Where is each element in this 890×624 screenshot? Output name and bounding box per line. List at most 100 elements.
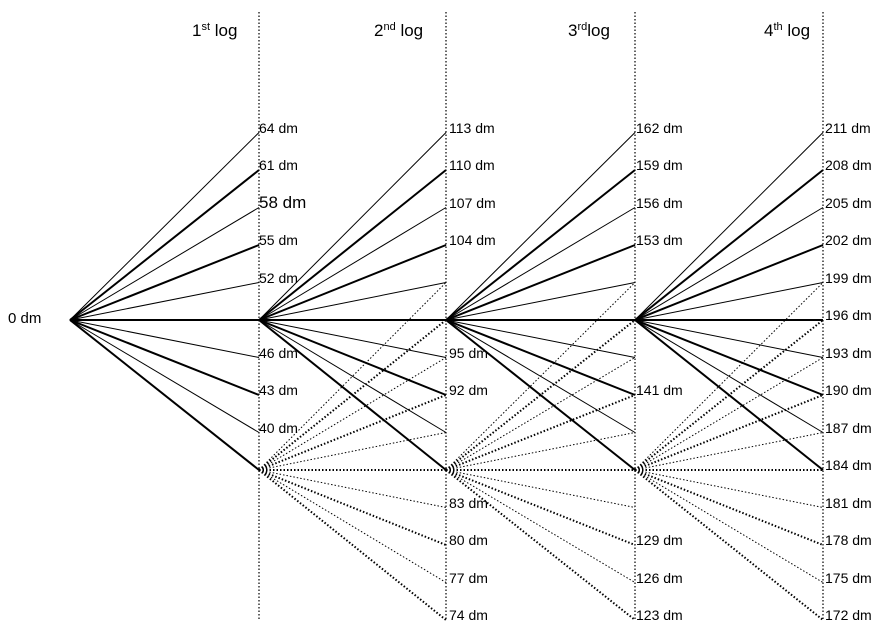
branch-line-dotted bbox=[258, 319, 447, 471]
branch-line bbox=[445, 207, 636, 321]
length-label: 61 dm bbox=[259, 157, 298, 173]
branch-line bbox=[258, 282, 447, 321]
branch-line bbox=[634, 132, 824, 321]
branch-line-dotted bbox=[258, 357, 447, 471]
header-log-3: 3rdlog bbox=[568, 21, 610, 40]
length-label: 141 dm bbox=[636, 382, 683, 398]
branch-line-dotted bbox=[445, 394, 636, 471]
length-label: 196 dm bbox=[825, 307, 872, 323]
header-log-1: 1st log bbox=[192, 21, 237, 40]
length-label: 129 dm bbox=[636, 532, 683, 548]
branch-line bbox=[69, 132, 260, 321]
length-label: 64 dm bbox=[259, 120, 298, 136]
log1-labels: 64 dm 61 dm 58 dm 55 dm 52 dm 46 dm 43 d… bbox=[259, 120, 306, 436]
branch-line-dotted bbox=[258, 432, 447, 471]
branch-line bbox=[634, 282, 824, 321]
length-label: 40 dm bbox=[259, 420, 298, 436]
length-label: 77 dm bbox=[449, 570, 488, 586]
branch-line-dotted bbox=[445, 469, 636, 583]
branch-line bbox=[258, 319, 447, 358]
length-label: 190 dm bbox=[825, 382, 872, 398]
branch-line-dotted bbox=[258, 469, 447, 621]
length-label: 159 dm bbox=[636, 157, 683, 173]
branch-line bbox=[445, 169, 636, 321]
branch-line bbox=[69, 169, 260, 321]
length-label: 211 dm bbox=[825, 120, 871, 136]
branch-line bbox=[69, 319, 260, 471]
branch-line-dotted bbox=[634, 469, 824, 508]
length-label: 178 dm bbox=[825, 532, 872, 548]
branch-line bbox=[634, 207, 824, 321]
branch-line-dotted bbox=[634, 319, 824, 471]
branch-line bbox=[258, 319, 447, 396]
branch-line bbox=[445, 319, 636, 396]
branch-line-dotted bbox=[258, 469, 447, 583]
branch-line-dotted bbox=[445, 357, 636, 471]
branch-line-dotted bbox=[445, 469, 636, 508]
length-label: 193 dm bbox=[825, 345, 872, 361]
length-label: 92 dm bbox=[449, 382, 488, 398]
branch-line bbox=[634, 319, 824, 396]
length-label: 43 dm bbox=[259, 382, 298, 398]
branch-line bbox=[69, 244, 260, 321]
length-label: 181 dm bbox=[825, 495, 872, 511]
length-label: 162 dm bbox=[636, 120, 683, 136]
length-label: 175 dm bbox=[825, 570, 872, 586]
tree-lines bbox=[69, 12, 824, 621]
branch-line-dotted bbox=[634, 394, 824, 471]
branch-line bbox=[634, 319, 824, 433]
branch-line bbox=[69, 319, 260, 358]
branch-line bbox=[69, 319, 260, 433]
length-label: 80 dm bbox=[449, 532, 488, 548]
branch-line bbox=[69, 319, 260, 396]
branch-line-dotted bbox=[258, 469, 447, 546]
length-label: 55 dm bbox=[259, 232, 298, 248]
branch-line bbox=[258, 207, 447, 321]
length-label: 208 dm bbox=[825, 157, 872, 173]
root-length-label: 0 dm bbox=[8, 310, 41, 327]
length-label: 202 dm bbox=[825, 232, 872, 248]
branch-line bbox=[445, 282, 636, 321]
log3-labels: 162 dm 159 dm 156 dm 153 dm 141 dm 129 d… bbox=[636, 120, 683, 623]
length-label: 153 dm bbox=[636, 232, 683, 248]
length-label: 113 dm bbox=[449, 120, 495, 136]
branch-line bbox=[634, 244, 824, 321]
length-label: 110 dm bbox=[449, 157, 495, 173]
length-label: 172 dm bbox=[825, 607, 872, 623]
branch-line bbox=[69, 207, 260, 321]
header-log-2: 2nd log bbox=[374, 21, 423, 40]
branch-line-dotted bbox=[634, 469, 824, 546]
branch-line-dotted bbox=[258, 282, 447, 471]
length-label: 123 dm bbox=[636, 607, 683, 623]
length-label: 126 dm bbox=[636, 570, 683, 586]
header-log-4: 4th log bbox=[764, 21, 810, 40]
length-label: 58 dm bbox=[259, 193, 306, 212]
branch-line-dotted bbox=[634, 357, 824, 471]
length-label: 107 dm bbox=[449, 195, 496, 211]
branch-line bbox=[445, 319, 636, 358]
branch-line-dotted bbox=[258, 469, 447, 508]
branch-line-dotted bbox=[445, 282, 636, 471]
length-label: 95 dm bbox=[449, 345, 488, 361]
branch-line-dotted bbox=[634, 469, 824, 583]
length-label: 156 dm bbox=[636, 195, 683, 211]
branch-line-dotted bbox=[634, 432, 824, 471]
branch-line-dotted bbox=[445, 432, 636, 471]
length-label: 184 dm bbox=[825, 457, 872, 473]
length-label: 104 dm bbox=[449, 232, 496, 248]
length-label: 74 dm bbox=[449, 607, 488, 623]
branch-line bbox=[445, 319, 636, 471]
branch-line bbox=[258, 244, 447, 321]
branch-line bbox=[634, 169, 824, 321]
length-label: 83 dm bbox=[449, 495, 488, 511]
branch-line bbox=[258, 132, 447, 321]
branch-line-dotted bbox=[634, 282, 824, 471]
branch-line-dotted bbox=[445, 469, 636, 546]
branch-line bbox=[258, 319, 447, 433]
log4-labels: 211 dm 208 dm 205 dm 202 dm 199 dm 196 d… bbox=[825, 120, 872, 623]
branch-line bbox=[258, 169, 447, 321]
length-label: 52 dm bbox=[259, 270, 298, 286]
length-label: 46 dm bbox=[259, 345, 298, 361]
length-label: 205 dm bbox=[825, 195, 872, 211]
log2-labels: 113 dm 110 dm 107 dm 104 dm 95 dm 92 dm … bbox=[449, 120, 496, 623]
